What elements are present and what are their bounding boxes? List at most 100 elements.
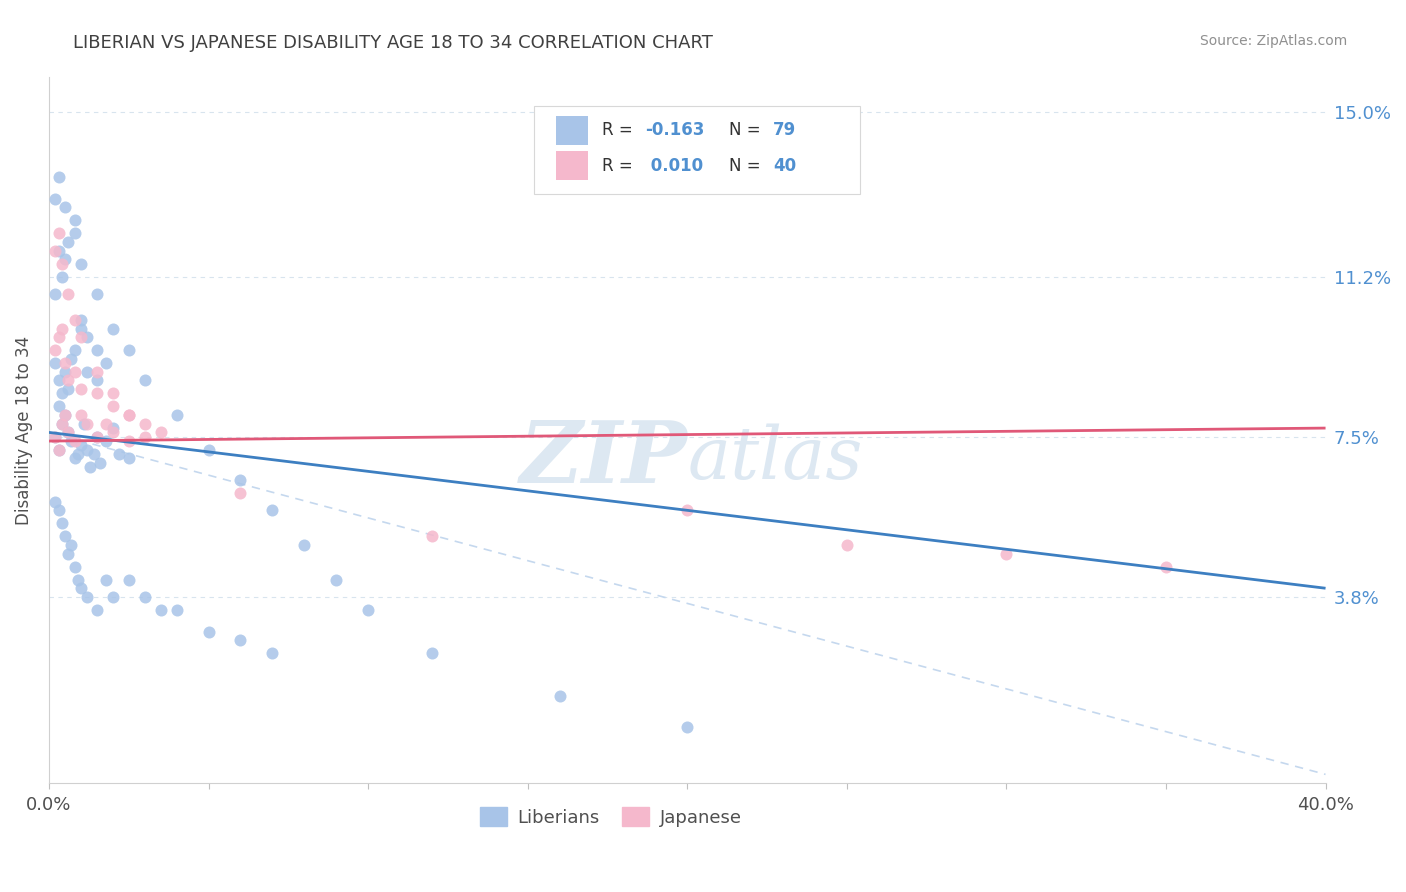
Point bbox=[83, 447, 105, 461]
Point bbox=[56, 374, 79, 388]
Point bbox=[48, 227, 70, 241]
Point bbox=[262, 503, 284, 517]
Point bbox=[48, 442, 70, 457]
Point bbox=[51, 269, 73, 284]
Point bbox=[118, 434, 141, 448]
Point bbox=[63, 313, 86, 327]
FancyBboxPatch shape bbox=[534, 105, 859, 194]
Point bbox=[44, 356, 66, 370]
Point bbox=[70, 438, 93, 452]
Point bbox=[56, 425, 79, 440]
Point bbox=[44, 286, 66, 301]
Point bbox=[134, 590, 156, 604]
Point bbox=[101, 421, 124, 435]
Point bbox=[86, 430, 108, 444]
Point bbox=[63, 227, 86, 241]
Point bbox=[53, 356, 76, 370]
Point bbox=[108, 447, 131, 461]
Point bbox=[70, 313, 93, 327]
Point bbox=[44, 430, 66, 444]
Point bbox=[56, 425, 79, 440]
Point bbox=[63, 559, 86, 574]
Text: N =: N = bbox=[730, 121, 766, 139]
Point bbox=[73, 417, 96, 431]
Point bbox=[1154, 559, 1177, 574]
Point bbox=[48, 400, 70, 414]
Point bbox=[63, 343, 86, 358]
FancyBboxPatch shape bbox=[555, 151, 588, 180]
Point bbox=[70, 321, 93, 335]
Point bbox=[51, 321, 73, 335]
Point bbox=[44, 430, 66, 444]
Point bbox=[60, 351, 83, 366]
Point bbox=[86, 343, 108, 358]
Point bbox=[44, 494, 66, 508]
Point bbox=[53, 365, 76, 379]
Point bbox=[86, 286, 108, 301]
Point bbox=[357, 603, 380, 617]
Point bbox=[96, 417, 118, 431]
Point bbox=[66, 573, 89, 587]
Text: -0.163: -0.163 bbox=[645, 121, 704, 139]
Point bbox=[53, 200, 76, 214]
Point bbox=[56, 286, 79, 301]
Point bbox=[101, 321, 124, 335]
Point bbox=[118, 408, 141, 422]
Point bbox=[101, 386, 124, 401]
Point bbox=[76, 442, 98, 457]
Point bbox=[48, 442, 70, 457]
Point bbox=[835, 538, 858, 552]
Text: atlas: atlas bbox=[688, 423, 863, 494]
Text: LIBERIAN VS JAPANESE DISABILITY AGE 18 TO 34 CORRELATION CHART: LIBERIAN VS JAPANESE DISABILITY AGE 18 T… bbox=[73, 34, 713, 52]
Point bbox=[63, 434, 86, 448]
Point bbox=[51, 417, 73, 431]
Point bbox=[53, 408, 76, 422]
Point bbox=[56, 382, 79, 396]
Point bbox=[48, 169, 70, 184]
Point bbox=[48, 244, 70, 258]
Point bbox=[51, 386, 73, 401]
Point bbox=[118, 573, 141, 587]
Point bbox=[197, 624, 219, 639]
Point bbox=[48, 503, 70, 517]
Point bbox=[101, 425, 124, 440]
Point bbox=[76, 330, 98, 344]
Point bbox=[197, 442, 219, 457]
Point bbox=[86, 386, 108, 401]
Point bbox=[44, 343, 66, 358]
Point bbox=[79, 460, 101, 475]
Point bbox=[229, 473, 252, 487]
Point bbox=[96, 434, 118, 448]
Point bbox=[44, 192, 66, 206]
Point bbox=[101, 400, 124, 414]
Point bbox=[70, 408, 93, 422]
Point bbox=[995, 547, 1018, 561]
Text: ZIP: ZIP bbox=[519, 417, 688, 500]
Point bbox=[420, 529, 443, 543]
Text: R =: R = bbox=[602, 157, 638, 175]
Legend: Liberians, Japanese: Liberians, Japanese bbox=[472, 800, 749, 834]
Point bbox=[420, 646, 443, 660]
Point bbox=[56, 547, 79, 561]
Point bbox=[86, 430, 108, 444]
Point bbox=[63, 365, 86, 379]
Point bbox=[63, 213, 86, 227]
Text: 0.010: 0.010 bbox=[645, 157, 703, 175]
Point bbox=[53, 252, 76, 267]
Point bbox=[86, 365, 108, 379]
Point bbox=[66, 447, 89, 461]
Point bbox=[262, 646, 284, 660]
Point bbox=[166, 603, 188, 617]
Point bbox=[676, 720, 699, 734]
Point bbox=[70, 581, 93, 595]
Text: 79: 79 bbox=[773, 121, 796, 139]
Point bbox=[51, 417, 73, 431]
Point bbox=[76, 365, 98, 379]
Point bbox=[53, 529, 76, 543]
Point bbox=[118, 343, 141, 358]
Point bbox=[60, 434, 83, 448]
Point bbox=[70, 382, 93, 396]
Point bbox=[70, 256, 93, 270]
Point bbox=[89, 456, 111, 470]
Point bbox=[101, 590, 124, 604]
